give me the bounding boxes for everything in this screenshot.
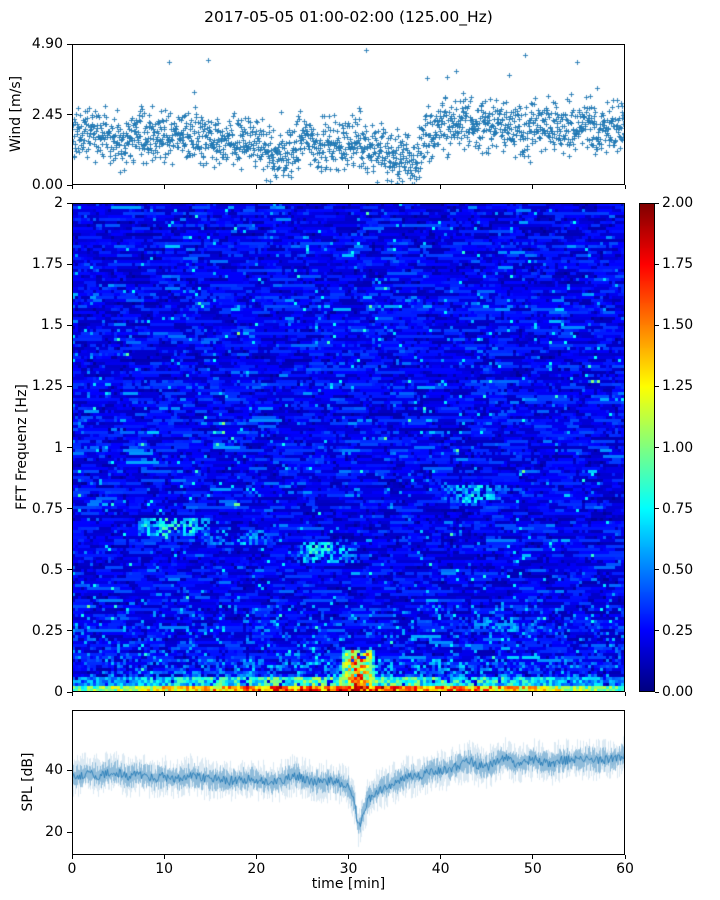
tick-label: 40 <box>431 861 450 877</box>
tick-mark <box>655 202 659 204</box>
tick-label: 1.25 <box>31 378 63 395</box>
colorbar-canvas <box>639 203 655 692</box>
tick-label: 2.00 <box>662 195 694 211</box>
tick-mark <box>67 324 72 326</box>
spl-axis-label: SPL [dB] <box>20 752 36 812</box>
tick-mark <box>255 692 257 696</box>
tick-mark <box>163 692 165 696</box>
tick-label: 1.75 <box>31 256 63 273</box>
tick-mark <box>624 855 626 859</box>
tick-mark <box>440 692 442 696</box>
tick-label: 1.5 <box>40 317 63 334</box>
tick-label: 20 <box>247 861 266 877</box>
tick-mark <box>655 324 659 326</box>
chart-title: 2017-05-05 01:00-02:00 (125.00_Hz) <box>204 8 493 26</box>
tick-mark <box>655 385 659 387</box>
tick-mark <box>440 855 442 859</box>
tick-label: 0.75 <box>662 500 694 517</box>
tick-mark <box>655 508 659 510</box>
tick-label: 0.50 <box>662 561 694 578</box>
tick-label: 4.90 <box>31 36 63 52</box>
tick-label: 2.45 <box>31 106 63 123</box>
tick-label: 50 <box>523 861 542 877</box>
tick-label: 40 <box>45 762 63 779</box>
tick-mark <box>624 185 626 189</box>
tick-mark <box>163 185 165 189</box>
tick-mark <box>655 630 659 632</box>
tick-mark <box>655 447 659 448</box>
tick-mark <box>71 692 73 696</box>
tick-mark <box>67 263 72 265</box>
tick-mark <box>67 769 72 771</box>
tick-mark <box>67 202 72 204</box>
spl-line-canvas <box>72 710 625 855</box>
tick-mark <box>71 855 73 859</box>
tick-mark <box>655 691 659 693</box>
tick-label: 30 <box>339 861 358 877</box>
tick-label: 20 <box>45 824 63 841</box>
tick-label: 2 <box>54 195 63 211</box>
tick-mark <box>348 855 349 859</box>
tick-mark <box>163 855 165 859</box>
tick-label: 10 <box>155 861 174 877</box>
tick-label: 0.25 <box>31 622 63 639</box>
wind-scatter-canvas <box>72 44 625 185</box>
tick-label: 1.75 <box>662 256 694 273</box>
tick-mark <box>67 508 72 510</box>
tick-mark <box>348 185 349 189</box>
tick-mark <box>255 185 257 189</box>
tick-mark <box>67 691 72 693</box>
tick-mark <box>67 447 72 448</box>
tick-label: 0 <box>67 861 77 877</box>
tick-mark <box>624 692 626 696</box>
tick-mark <box>532 692 534 696</box>
tick-mark <box>67 114 72 115</box>
tick-label: 0.25 <box>662 622 694 639</box>
tick-label: 60 <box>616 861 634 877</box>
tick-mark <box>532 855 534 859</box>
tick-mark <box>67 385 72 387</box>
tick-label: 1.00 <box>662 439 694 456</box>
tick-mark <box>440 185 442 189</box>
tick-mark <box>67 43 72 45</box>
tick-label: 0.5 <box>40 561 63 578</box>
tick-mark <box>348 692 349 696</box>
tick-mark <box>655 263 659 265</box>
tick-label: 0 <box>54 684 63 700</box>
tick-label: 0.00 <box>662 684 694 700</box>
tick-mark <box>67 184 72 186</box>
tick-mark <box>255 855 257 859</box>
tick-mark <box>655 569 659 571</box>
tick-mark <box>532 185 534 189</box>
spectrogram-canvas <box>72 203 625 692</box>
tick-label: 1.50 <box>662 317 694 334</box>
tick-mark <box>67 831 72 833</box>
tick-label: 1.25 <box>662 378 694 395</box>
tick-label: 1 <box>54 439 63 456</box>
tick-mark <box>67 569 72 571</box>
tick-mark <box>67 630 72 632</box>
tick-label: 0.00 <box>31 177 63 193</box>
tick-label: 0.75 <box>31 500 63 517</box>
x-axis-label: time [min] <box>311 876 386 892</box>
tick-mark <box>71 185 73 189</box>
